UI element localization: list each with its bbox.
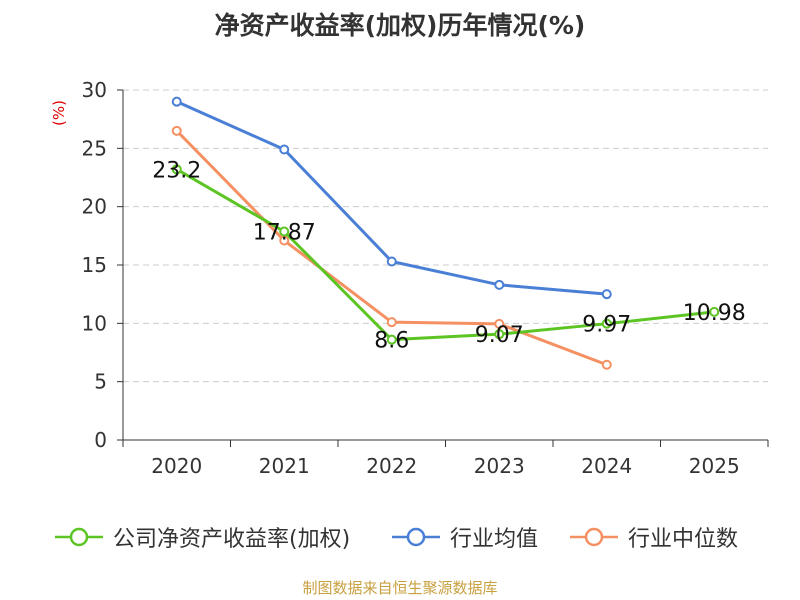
x-tick-label: 2025 bbox=[689, 454, 740, 478]
data-label: 8.6 bbox=[374, 329, 409, 354]
series-line bbox=[175, 168, 715, 342]
data-point bbox=[279, 226, 290, 237]
data-point bbox=[601, 318, 612, 329]
data-point bbox=[386, 256, 397, 267]
data-point bbox=[494, 329, 505, 340]
data-point bbox=[171, 164, 182, 175]
data-point bbox=[601, 289, 612, 300]
y-tick-label: 15 bbox=[82, 253, 107, 277]
y-tick-label: 20 bbox=[82, 195, 107, 219]
chart-title: 净资产收益率(加权)历年情况(%) bbox=[214, 11, 586, 40]
data-point bbox=[386, 334, 397, 345]
data-point bbox=[279, 144, 290, 155]
legend-item-industry-mean[interactable]: 行业均值 bbox=[392, 520, 538, 554]
x-tick-label: 2022 bbox=[366, 454, 417, 478]
x-tick-label: 2023 bbox=[474, 454, 525, 478]
y-tick-label: 30 bbox=[82, 78, 107, 102]
legend-label: 行业均值 bbox=[450, 527, 539, 552]
y-tick-label: 5 bbox=[94, 370, 107, 394]
data-source-note: 制图数据来自恒生聚源数据库 bbox=[302, 579, 498, 597]
legend-marker-icon bbox=[392, 527, 440, 547]
x-tick-label: 2020 bbox=[151, 454, 202, 478]
data-point bbox=[494, 318, 505, 329]
legend-marker-icon bbox=[570, 527, 618, 547]
x-tick-label: 2024 bbox=[581, 454, 632, 478]
y-tick-label: 0 bbox=[94, 428, 107, 452]
legend-item-company-roe[interactable]: 公司净资产收益率(加权) bbox=[55, 520, 350, 554]
legend-item-industry-median[interactable]: 行业中位数 bbox=[570, 520, 738, 554]
legend: 公司净资产收益率(加权) 行业均值 行业中位数 bbox=[0, 520, 800, 554]
data-label: 9.97 bbox=[582, 313, 631, 338]
x-tick-label: 2021 bbox=[259, 454, 310, 478]
data-point bbox=[171, 125, 182, 136]
data-label: 10.98 bbox=[683, 301, 746, 326]
data-point bbox=[601, 359, 612, 370]
legend-marker-icon bbox=[55, 527, 103, 547]
legend-label: 行业中位数 bbox=[628, 527, 739, 552]
legend-label: 公司净资产收益率(加权) bbox=[113, 527, 351, 552]
data-point bbox=[709, 306, 720, 317]
data-point bbox=[386, 317, 397, 328]
data-label: 23.2 bbox=[152, 158, 201, 183]
y-tick-label: 25 bbox=[82, 136, 107, 160]
data-label: 17.87 bbox=[253, 221, 316, 246]
data-point bbox=[494, 279, 505, 290]
data-label: 9.07 bbox=[475, 323, 524, 348]
y-tick-label: 10 bbox=[82, 311, 107, 335]
data-point bbox=[171, 96, 182, 107]
